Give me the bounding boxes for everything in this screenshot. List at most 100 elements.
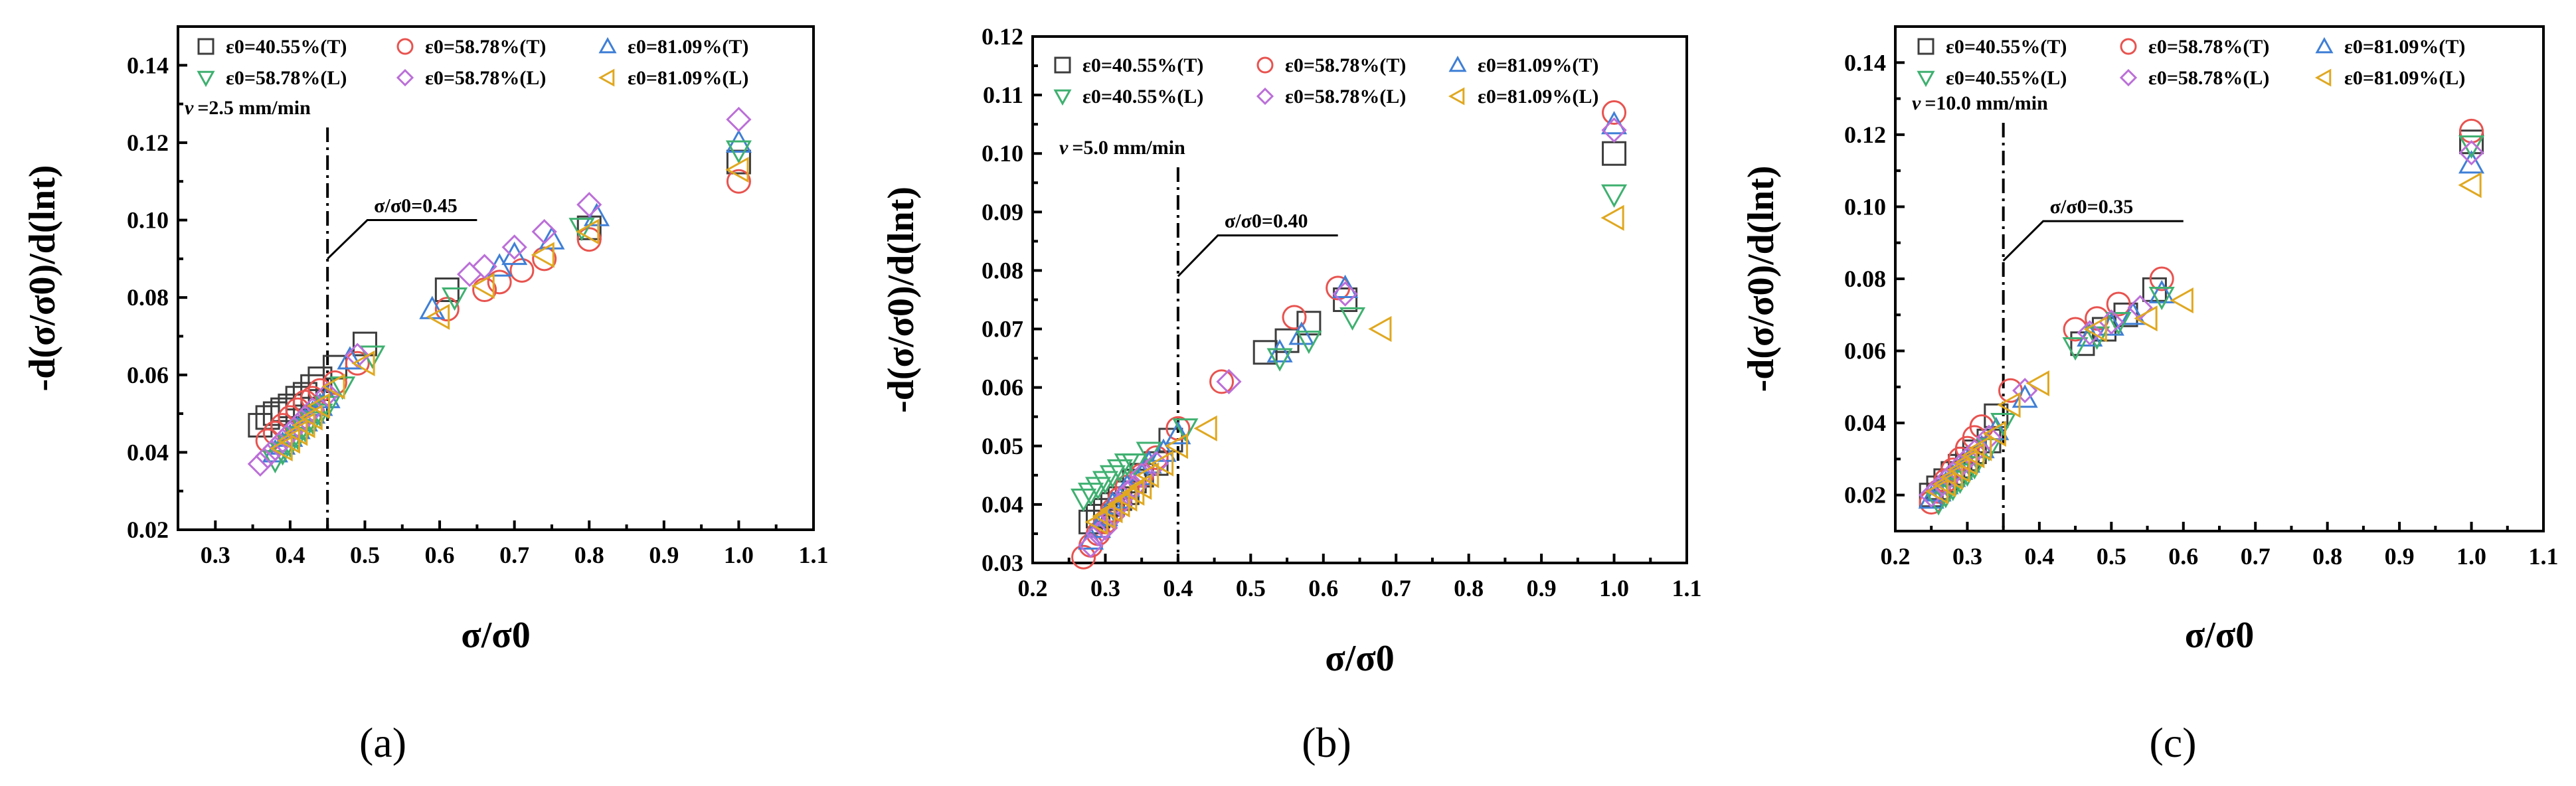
legend-marker-circle <box>396 38 414 55</box>
speed-symbol: v <box>1912 92 1921 114</box>
y-tick-label: 0.08 <box>982 257 1023 283</box>
x-tick-label: 1.0 <box>1599 575 1629 601</box>
data-point <box>1968 435 1992 461</box>
y-tick-label: 0.02 <box>127 516 169 543</box>
data-point <box>2012 384 2038 408</box>
y-tick-label: 0.12 <box>1844 121 1886 148</box>
legend: ε0=40.55%(T) ε0=58.78%(T) ε0=81.09%(T) ε0=4… <box>1053 54 1598 108</box>
data-point <box>1078 532 1104 558</box>
data-point <box>2134 305 2158 332</box>
data-point <box>1172 418 1199 442</box>
data-point <box>1997 392 2021 418</box>
x-tick-label: 0.5 <box>1236 575 1266 601</box>
legend-entry: ε0=40.55%(L) <box>1082 86 1203 108</box>
data-point <box>2083 316 2107 343</box>
legend-marker-triangle-up <box>1448 55 1467 72</box>
legend-marker-triangle-up <box>598 37 617 54</box>
data-point <box>539 226 565 250</box>
legend-entry: ε0=58.78%(T) <box>1285 54 1406 76</box>
data-point <box>262 435 288 461</box>
data-point <box>1106 491 1130 518</box>
legend-entry: ε0=58.78%(L) <box>1285 86 1406 108</box>
plot-frame <box>177 25 815 531</box>
data-point <box>1129 462 1155 488</box>
x-tick-label: 0.6 <box>2168 543 2198 570</box>
legend-marker-square <box>197 38 215 55</box>
speed-annotation: v =5.0 mm/min <box>1059 137 1185 159</box>
data-point <box>2062 337 2089 361</box>
data-point <box>1947 453 1973 479</box>
data-point <box>1274 328 1300 353</box>
annotation-leader <box>2002 220 2184 262</box>
data-point <box>1209 369 1235 394</box>
data-point <box>1601 184 1628 208</box>
data-point <box>471 273 495 299</box>
y-tick-label: 0.14 <box>127 52 169 78</box>
legend-marker-diamond <box>2119 68 2138 87</box>
data-point <box>2458 150 2485 174</box>
legend-marker-triangle-left <box>598 68 615 87</box>
speed-value: =5.0 mm/min <box>1072 137 1185 159</box>
data-point <box>1976 424 2002 450</box>
y-tick-label: 0.09 <box>982 198 1023 225</box>
y-tick-label: 0.06 <box>1844 338 1886 364</box>
y-tick-label: 0.10 <box>1844 193 1886 220</box>
legend-entry: ε0=81.09%(L) <box>628 67 748 89</box>
legend-marker-triangle-up <box>2315 37 2334 54</box>
x-tick-label: 0.3 <box>1952 543 1982 570</box>
data-point <box>1932 467 1959 494</box>
data-point <box>568 218 595 242</box>
data-point <box>426 303 450 330</box>
legend-marker-circle <box>1256 56 1274 74</box>
data-point <box>1266 339 1293 362</box>
data-point <box>1092 515 1118 541</box>
series-5 <box>1919 139 2484 508</box>
x-tick-label: 0.9 <box>1527 575 1557 601</box>
x-tick-label: 0.6 <box>425 542 455 568</box>
legend-marker-triangle-left <box>2314 68 2332 87</box>
speed-symbol: v <box>185 97 194 119</box>
data-point <box>434 277 460 302</box>
data-point <box>315 381 341 408</box>
x-tick-label: 0.4 <box>1163 575 1193 601</box>
x-tick-label: 0.5 <box>350 542 380 568</box>
data-point <box>726 169 751 194</box>
data-point <box>1143 451 1169 477</box>
legend-marker-circle <box>2120 38 2137 55</box>
series-3 <box>1078 111 1628 550</box>
data-point <box>1128 473 1152 501</box>
legend-entry: ε0=58.78%(L) <box>2148 67 2269 89</box>
x-tick-label: 1.0 <box>2456 543 2486 570</box>
data-point <box>247 451 273 477</box>
data-point <box>1982 420 2006 447</box>
x-tick-label: 0.4 <box>2024 543 2054 570</box>
data-point <box>1150 450 1174 477</box>
y-axis-title: -d(σ/σ0)/d(lnt) <box>1741 166 1782 392</box>
data-point <box>726 106 752 133</box>
data-point <box>1092 503 1116 530</box>
data-point <box>1296 331 1322 354</box>
x-tick-label: 0.8 <box>2312 543 2342 570</box>
y-tick-label: 0.08 <box>1844 266 1886 292</box>
panel-label: (c) <box>2149 719 2196 766</box>
series-2 <box>255 169 751 453</box>
data-point <box>2458 172 2482 198</box>
x-tick-label: 0.8 <box>1454 575 1484 601</box>
legend: ε0=40.55%(T) ε0=58.78%(T) ε0=81.09%(T) ε0=5… <box>197 36 748 89</box>
data-point <box>1954 446 1980 472</box>
data-point <box>2012 378 2038 404</box>
data-point <box>1602 100 1627 125</box>
data-point <box>299 404 323 431</box>
x-tick-label: 0.7 <box>2241 543 2271 570</box>
data-point <box>2105 312 2132 336</box>
y-tick-label: 0.06 <box>127 362 169 388</box>
series-6 <box>269 157 749 462</box>
data-point <box>1158 428 1183 453</box>
x-tick-label: 1.1 <box>2529 543 2559 570</box>
y-tick-label: 0.12 <box>127 129 169 156</box>
speed-value: =2.5 mm/min <box>197 97 311 119</box>
x-tick-label: 0.2 <box>1881 543 1911 570</box>
data-point <box>1288 321 1315 345</box>
series-6 <box>1925 172 2482 505</box>
y-tick-label: 0.02 <box>1844 482 1886 509</box>
